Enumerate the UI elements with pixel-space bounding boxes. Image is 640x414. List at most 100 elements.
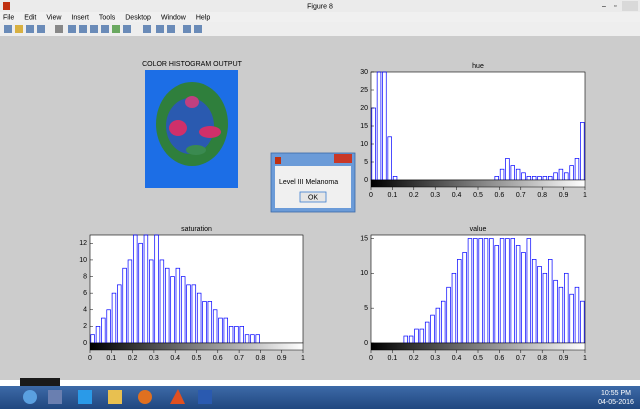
lesion-image bbox=[145, 70, 238, 188]
y-tick-label: 5 bbox=[364, 305, 368, 312]
tool-icon[interactable] bbox=[156, 25, 164, 33]
y-tick-label: 6 bbox=[83, 290, 87, 297]
clock-time: 10:55 PM bbox=[601, 390, 631, 397]
chart-title: value bbox=[470, 226, 487, 233]
menu-item[interactable]: Desktop bbox=[125, 14, 151, 21]
x-tick-label: 0.7 bbox=[516, 355, 526, 362]
menu-item[interactable]: Edit bbox=[24, 14, 36, 21]
y-tick-label: 10 bbox=[360, 270, 368, 277]
clock-date: 04-05-2016 bbox=[598, 399, 634, 406]
image-title: COLOR HISTOGRAM OUTPUT bbox=[142, 61, 243, 68]
toolbar-icons bbox=[4, 25, 202, 33]
x-tick-label: 0.4 bbox=[452, 355, 462, 362]
x-tick-label: 0.5 bbox=[192, 355, 202, 362]
taskbar bbox=[0, 386, 640, 409]
x-tick-label: 0.3 bbox=[430, 192, 440, 199]
dialog: Level III Melanoma OK bbox=[271, 153, 355, 212]
x-tick-label: 0.3 bbox=[149, 355, 159, 362]
taskbar-app[interactable] bbox=[108, 390, 122, 404]
tool-icon[interactable] bbox=[194, 25, 202, 33]
screen: Figure 8 – ▫ File Edit View Insert Tools Desk… bbox=[0, 0, 640, 409]
x-tick-label: 0.4 bbox=[170, 355, 180, 362]
tool-icon[interactable] bbox=[55, 25, 63, 33]
plot-area bbox=[371, 72, 585, 180]
menu-item[interactable]: Tools bbox=[99, 14, 116, 21]
x-tick-label: 0.7 bbox=[234, 355, 244, 362]
menu-item[interactable]: Help bbox=[196, 14, 211, 21]
dialog-close[interactable] bbox=[334, 154, 352, 163]
x-tick-label: 0.1 bbox=[388, 355, 398, 362]
menu-item[interactable]: File bbox=[3, 14, 14, 21]
chart-title: hue bbox=[472, 63, 484, 70]
y-tick-label: 10 bbox=[79, 257, 87, 264]
x-tick-label: 0.2 bbox=[409, 192, 419, 199]
menu: File Edit View Insert Tools Desktop Window Help bbox=[3, 14, 210, 21]
chart-title: saturation bbox=[181, 226, 212, 233]
x-tick-label: 0.2 bbox=[409, 355, 419, 362]
tool-icon[interactable] bbox=[79, 25, 87, 33]
x-tick-label: 1 bbox=[583, 192, 587, 199]
tool-icon[interactable] bbox=[4, 25, 12, 33]
menu-bar bbox=[0, 12, 640, 22]
y-tick-label: 0 bbox=[364, 177, 368, 184]
x-tick-label: 0.8 bbox=[537, 192, 547, 199]
x-tick-label: 0.9 bbox=[277, 355, 287, 362]
tool-icon[interactable] bbox=[123, 25, 131, 33]
x-tick-label: 0 bbox=[88, 355, 92, 362]
plot-area bbox=[371, 235, 585, 343]
start-button[interactable] bbox=[23, 390, 37, 404]
y-tick-label: 25 bbox=[360, 87, 368, 94]
tool-icon[interactable] bbox=[143, 25, 151, 33]
x-tick-label: 0.1 bbox=[106, 355, 116, 362]
x-tick-label: 0.2 bbox=[128, 355, 138, 362]
app-icon bbox=[3, 2, 10, 10]
taskbar-app[interactable] bbox=[198, 390, 212, 404]
close-button[interactable] bbox=[622, 1, 638, 11]
taskbar-app[interactable] bbox=[48, 390, 62, 404]
plot-area bbox=[90, 235, 303, 343]
x-tick-label: 0.5 bbox=[473, 192, 483, 199]
tool-icon[interactable] bbox=[15, 25, 23, 33]
tool-icon[interactable] bbox=[26, 25, 34, 33]
tool-icon[interactable] bbox=[101, 25, 109, 33]
y-tick-label: 30 bbox=[360, 69, 368, 76]
tool-icon[interactable] bbox=[167, 25, 175, 33]
x-tick-label: 0.8 bbox=[256, 355, 266, 362]
y-tick-label: 20 bbox=[360, 105, 368, 112]
menu-item[interactable]: View bbox=[46, 14, 62, 21]
taskbar-app[interactable] bbox=[78, 390, 92, 404]
y-tick-label: 8 bbox=[83, 273, 87, 280]
tool-icon[interactable] bbox=[68, 25, 76, 33]
minimize-button[interactable]: – bbox=[602, 3, 606, 10]
tool-icon[interactable] bbox=[112, 25, 120, 33]
y-tick-label: 2 bbox=[83, 323, 87, 330]
dialog-message: Level III Melanoma bbox=[279, 179, 338, 186]
x-tick-label: 0 bbox=[369, 355, 373, 362]
x-tick-label: 0.9 bbox=[559, 355, 569, 362]
colorbar bbox=[90, 343, 303, 350]
tool-icon[interactable] bbox=[90, 25, 98, 33]
x-tick-label: 0.5 bbox=[473, 355, 483, 362]
y-tick-label: 0 bbox=[364, 340, 368, 347]
window-title: Figure 8 bbox=[307, 3, 333, 10]
colorbar bbox=[371, 343, 585, 350]
y-tick-label: 4 bbox=[83, 307, 87, 314]
taskbar-thumbnail bbox=[20, 378, 60, 386]
ok-button-label[interactable]: OK bbox=[308, 194, 318, 201]
y-tick-label: 15 bbox=[360, 235, 368, 242]
menu-item[interactable]: Insert bbox=[71, 14, 89, 21]
y-tick-label: 0 bbox=[83, 340, 87, 347]
x-tick-label: 0 bbox=[369, 192, 373, 199]
menu-item[interactable]: Window bbox=[161, 14, 187, 21]
x-tick-label: 0.1 bbox=[388, 192, 398, 199]
x-tick-label: 1 bbox=[301, 355, 305, 362]
taskbar-app[interactable] bbox=[138, 390, 152, 404]
x-tick-label: 0.4 bbox=[452, 192, 462, 199]
x-tick-label: 0.6 bbox=[213, 355, 223, 362]
tool-icon[interactable] bbox=[37, 25, 45, 33]
x-tick-label: 1 bbox=[583, 355, 587, 362]
y-tick-label: 12 bbox=[79, 240, 87, 247]
maximize-button[interactable]: ▫ bbox=[614, 3, 616, 10]
y-tick-label: 10 bbox=[360, 141, 368, 148]
tool-icon[interactable] bbox=[183, 25, 191, 33]
